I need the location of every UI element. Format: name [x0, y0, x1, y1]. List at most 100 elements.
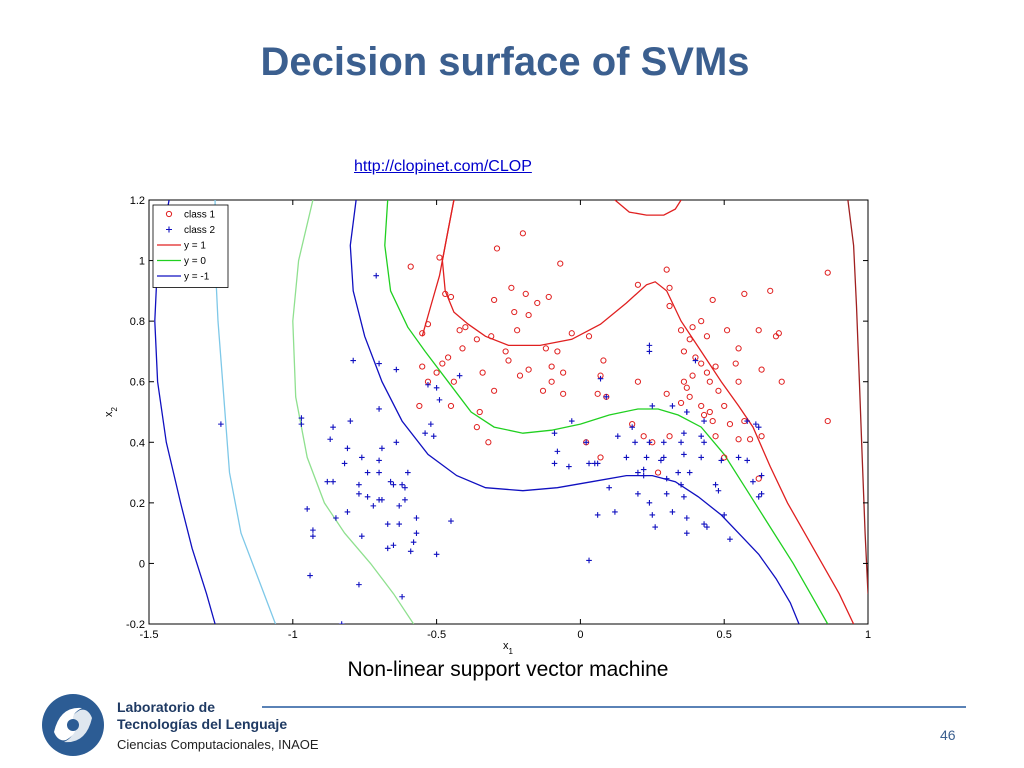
class2-point — [612, 509, 618, 515]
y-tick-label: 0.6 — [130, 377, 145, 389]
legend-label: y = 1 — [184, 241, 206, 252]
class2-point — [379, 445, 385, 452]
class1-point — [416, 402, 423, 410]
class2-point — [356, 581, 362, 588]
class2-point — [718, 457, 725, 464]
lab-logo-icon — [42, 694, 104, 756]
class2-point — [758, 472, 765, 479]
class1-point — [548, 378, 555, 385]
class1-point — [732, 360, 739, 367]
class2-point — [359, 454, 365, 461]
class1-point — [525, 311, 532, 319]
class2-point — [356, 481, 362, 488]
class1-point — [746, 436, 754, 443]
class1-point — [508, 284, 515, 291]
class1-point — [634, 378, 642, 385]
class1-point — [689, 324, 696, 331]
class2-point — [376, 406, 382, 412]
class1-point — [824, 417, 831, 425]
class1-point — [666, 284, 673, 291]
class1-point — [709, 417, 716, 425]
class1-point — [479, 369, 486, 376]
class2-point — [344, 445, 351, 452]
class2-point — [614, 433, 621, 440]
class2-point — [635, 469, 641, 476]
class2-point — [338, 621, 345, 624]
class2-point — [635, 490, 641, 497]
class1-point — [741, 290, 748, 297]
class1-point — [557, 260, 564, 267]
class1-point — [634, 281, 642, 288]
lab-name-line1: Laboratorio de — [117, 699, 216, 715]
legend-label: y = 0 — [184, 256, 206, 267]
plot-area — [148, 199, 869, 625]
class1-point — [767, 287, 774, 294]
class1-point — [706, 378, 713, 385]
contour-line-6 — [292, 200, 415, 624]
class1-point — [545, 293, 552, 301]
class1-point — [491, 387, 498, 394]
class1-point — [456, 327, 463, 334]
class2-point — [436, 397, 443, 403]
class2-point — [646, 348, 653, 355]
class2-point — [370, 503, 377, 509]
lab-affiliation: Ciencias Computacionales, INAOE — [117, 737, 319, 752]
legend: class 1 class 2 y = 1 y = 0 y = -1 — [152, 204, 229, 288]
class2-point — [425, 381, 431, 388]
class1-point — [654, 469, 662, 476]
class1-point — [534, 299, 541, 307]
class2-point — [661, 454, 667, 461]
x-axis-ticks: -1.5 -1 -0.5 0 0.5 1 — [140, 200, 871, 641]
class2-point — [373, 272, 380, 279]
class1-point — [554, 348, 561, 355]
class1-point — [407, 263, 414, 270]
class2-point — [347, 418, 354, 424]
class1-point — [700, 411, 708, 419]
class1-point — [597, 454, 604, 461]
class2-point — [663, 475, 670, 482]
class2-point — [218, 421, 224, 427]
class1-point — [689, 372, 696, 379]
class1-point — [680, 348, 688, 355]
source-link[interactable]: http://clopinet.com/CLOP — [354, 158, 532, 175]
class1-point — [735, 436, 742, 443]
class2-point — [330, 424, 336, 430]
class2-point — [402, 497, 408, 503]
class2-point — [554, 448, 561, 455]
class2-point — [307, 572, 313, 579]
class1-point — [450, 378, 457, 385]
class1-point — [516, 372, 524, 379]
class1-point — [735, 345, 742, 352]
class1-point — [442, 290, 449, 297]
class2-point — [755, 494, 762, 500]
class2-point — [681, 494, 687, 500]
class1-point — [502, 348, 509, 355]
class2-point — [413, 515, 420, 521]
class1-point — [473, 424, 480, 431]
class2-point — [359, 533, 365, 539]
class2-point — [629, 424, 635, 430]
x-axis-label: x1 — [503, 640, 514, 656]
class1-point — [447, 293, 455, 301]
class2-point — [399, 593, 405, 600]
class2-point — [551, 430, 558, 436]
class2-point — [649, 512, 656, 518]
class2-point — [327, 436, 333, 443]
class2-point — [586, 557, 592, 564]
class1-point — [505, 357, 512, 364]
class2-point — [669, 403, 676, 409]
class2-point — [750, 478, 756, 485]
class1-point — [462, 324, 469, 331]
class1-point — [485, 439, 492, 446]
class1-point — [755, 327, 762, 334]
class1-point — [703, 333, 711, 340]
class1-point — [522, 290, 529, 297]
class1-point — [686, 336, 693, 343]
class2-point — [594, 512, 601, 518]
class1-point — [712, 363, 719, 370]
class1-point — [433, 369, 440, 376]
class2-point — [566, 463, 572, 470]
footer-divider — [262, 706, 966, 708]
data-points — [218, 230, 831, 624]
class1-point — [758, 366, 765, 373]
